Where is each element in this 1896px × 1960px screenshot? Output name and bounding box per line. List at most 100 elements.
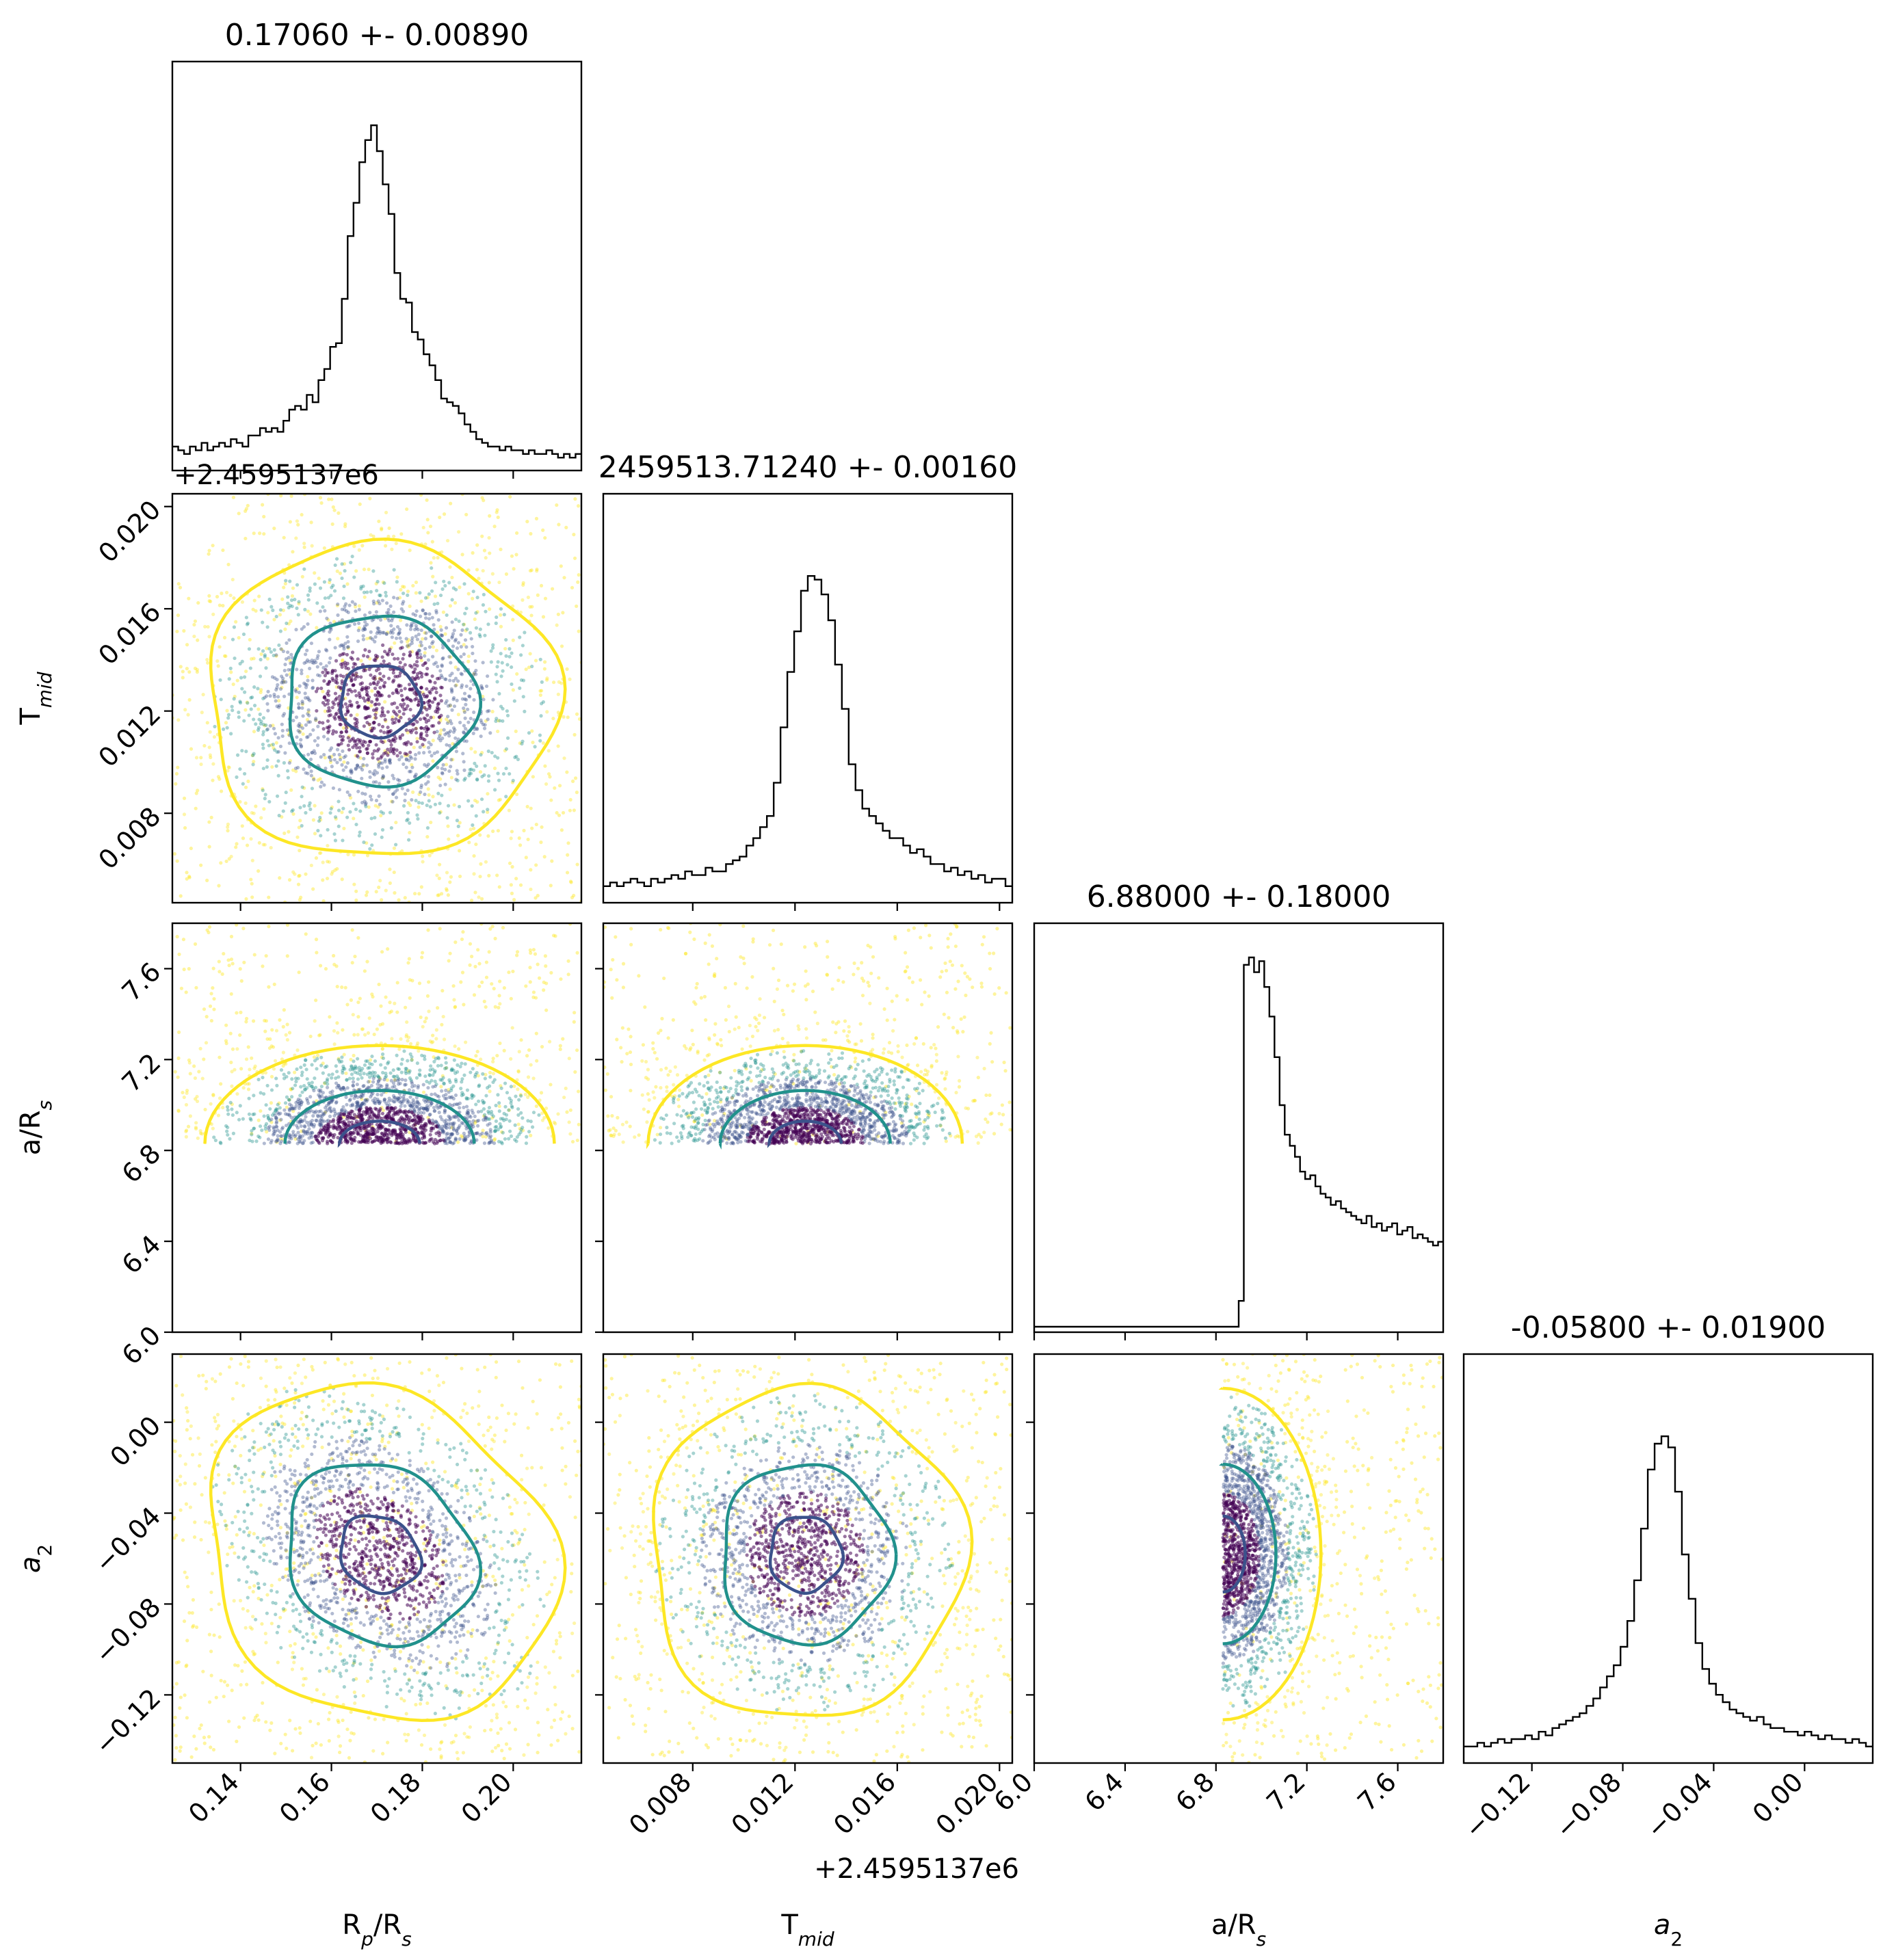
scatter-point bbox=[483, 1115, 487, 1120]
scatter-point bbox=[423, 596, 428, 600]
scatter-point bbox=[321, 605, 325, 609]
scatter-point bbox=[395, 706, 399, 710]
scatter-point bbox=[423, 631, 427, 635]
scatter-point bbox=[347, 624, 352, 628]
panel-title-a-r-s: 6.88000 +- 0.18000 bbox=[1087, 879, 1391, 914]
scatter-point bbox=[380, 1022, 385, 1026]
scatter-point bbox=[464, 1040, 468, 1044]
scatter-point bbox=[934, 1059, 938, 1063]
scatter-point bbox=[306, 609, 311, 613]
scatter-point bbox=[483, 633, 487, 637]
scatter-point bbox=[426, 745, 431, 750]
scatter-point bbox=[361, 764, 366, 768]
scatter-point bbox=[211, 778, 215, 782]
scatter-point bbox=[388, 760, 392, 765]
scatter-point bbox=[399, 1104, 403, 1109]
scatter-point bbox=[445, 816, 449, 820]
scatter-point bbox=[408, 643, 412, 647]
scatter-point bbox=[305, 1130, 310, 1134]
scatter-point bbox=[367, 649, 371, 654]
scatter-point bbox=[514, 1139, 518, 1143]
scatter-point bbox=[530, 1125, 535, 1129]
scatter-point bbox=[312, 749, 316, 753]
scatter-point bbox=[455, 1070, 460, 1074]
scatter-point bbox=[333, 815, 338, 819]
scatter-point bbox=[365, 1059, 369, 1063]
scatter-point bbox=[508, 1119, 512, 1123]
scatter-point bbox=[369, 704, 373, 708]
scatter-point bbox=[298, 849, 302, 853]
scatter-point bbox=[411, 670, 415, 674]
scatter-point bbox=[303, 1087, 307, 1091]
scatter-point bbox=[319, 1088, 323, 1092]
scatter-point bbox=[286, 595, 290, 599]
scatter-point bbox=[298, 1098, 302, 1102]
scatter-point bbox=[982, 935, 986, 939]
scatter-point bbox=[398, 636, 402, 640]
scatter-point bbox=[340, 763, 344, 767]
scatter-point bbox=[847, 1030, 852, 1034]
scatter-point bbox=[209, 815, 213, 819]
scatter-point bbox=[375, 1027, 380, 1031]
scatter-point bbox=[555, 623, 559, 627]
scatter-point bbox=[449, 1088, 453, 1093]
scatter-point bbox=[363, 1033, 367, 1037]
scatter-point bbox=[261, 620, 265, 624]
scatter-point bbox=[702, 1058, 707, 1062]
scatter-point bbox=[1002, 1060, 1006, 1065]
scatter-point bbox=[477, 1084, 481, 1089]
scatter-point bbox=[485, 674, 490, 678]
scatter-point bbox=[276, 695, 280, 699]
scatter-point bbox=[211, 1093, 215, 1097]
scatter-point bbox=[337, 1075, 341, 1079]
scatter-point bbox=[277, 813, 281, 818]
scatter-point bbox=[345, 1078, 349, 1082]
scatter-point bbox=[328, 1090, 332, 1095]
scatter-point bbox=[384, 1072, 388, 1076]
scatter-point bbox=[355, 745, 359, 750]
scatter-point bbox=[448, 1141, 453, 1145]
contour-line bbox=[337, 1120, 421, 1148]
scatter-point bbox=[288, 579, 292, 583]
scatter-point bbox=[912, 926, 917, 930]
scatter-point bbox=[336, 613, 340, 618]
scatter-point bbox=[445, 731, 449, 735]
scatter-point bbox=[360, 1067, 365, 1071]
scatter-point bbox=[198, 1129, 202, 1133]
scatter-point bbox=[510, 1105, 514, 1109]
scatter-point bbox=[504, 1117, 508, 1122]
scatter-point bbox=[431, 1039, 435, 1044]
scatter-point bbox=[419, 659, 423, 663]
scatter-point bbox=[700, 1113, 705, 1117]
scatter-point bbox=[435, 1121, 439, 1125]
scatter-point bbox=[463, 776, 467, 780]
scatter-point bbox=[528, 605, 532, 609]
scatter-point bbox=[336, 602, 340, 607]
scatter-point bbox=[451, 586, 456, 590]
scatter-point bbox=[529, 1063, 533, 1067]
scatter-point bbox=[487, 1141, 491, 1145]
scatter-point bbox=[482, 698, 486, 702]
scatter-point bbox=[451, 1096, 456, 1101]
scatter-point bbox=[569, 880, 573, 884]
scatter-point bbox=[343, 569, 347, 573]
scatter-point bbox=[495, 873, 499, 877]
scatter-point bbox=[226, 1125, 230, 1130]
scatter-point bbox=[436, 664, 440, 669]
scatter-point bbox=[553, 934, 557, 938]
scatter-point bbox=[815, 944, 819, 948]
scatter-point bbox=[436, 1124, 440, 1128]
scatter-point bbox=[287, 638, 291, 642]
scatter-point bbox=[482, 1141, 487, 1145]
scatter-point bbox=[577, 717, 581, 721]
scatter-point bbox=[226, 1133, 230, 1137]
scatter-point bbox=[356, 765, 360, 769]
scatter-point bbox=[300, 702, 304, 706]
scatter-point bbox=[488, 551, 492, 555]
scatter-point bbox=[347, 1115, 352, 1120]
scatter-point bbox=[438, 734, 442, 738]
scatter-point bbox=[451, 1132, 455, 1136]
scatter-point bbox=[528, 568, 533, 573]
scatter-point bbox=[475, 726, 479, 730]
scatter-point bbox=[496, 829, 500, 833]
